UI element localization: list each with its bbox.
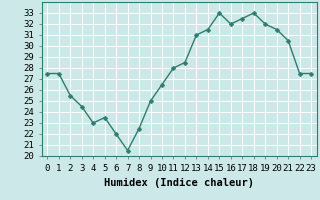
X-axis label: Humidex (Indice chaleur): Humidex (Indice chaleur)	[104, 178, 254, 188]
